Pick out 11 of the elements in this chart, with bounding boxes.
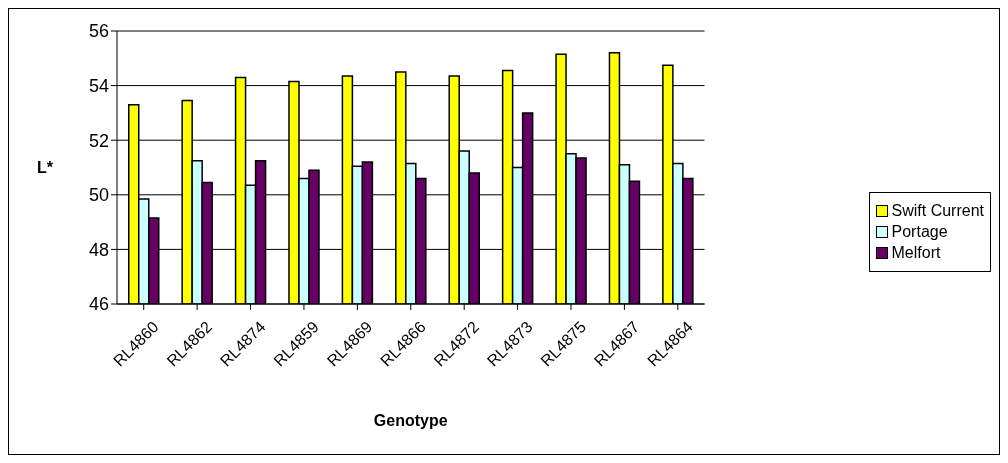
y-axis-title: L* <box>37 159 54 177</box>
x-axis-title: Genotype <box>373 412 448 429</box>
y-tick-label: 54 <box>88 75 109 96</box>
y-tick-label: 48 <box>88 239 109 260</box>
y-tick-label: 56 <box>88 21 109 42</box>
y-tick-label: 52 <box>88 130 109 151</box>
legend-label: Melfort <box>891 243 941 262</box>
y-tick-label: 50 <box>88 185 109 206</box>
y-tick-label: 46 <box>88 294 109 315</box>
legend-label: Swift Current <box>891 201 984 220</box>
legend-label: Portage <box>891 222 948 241</box>
